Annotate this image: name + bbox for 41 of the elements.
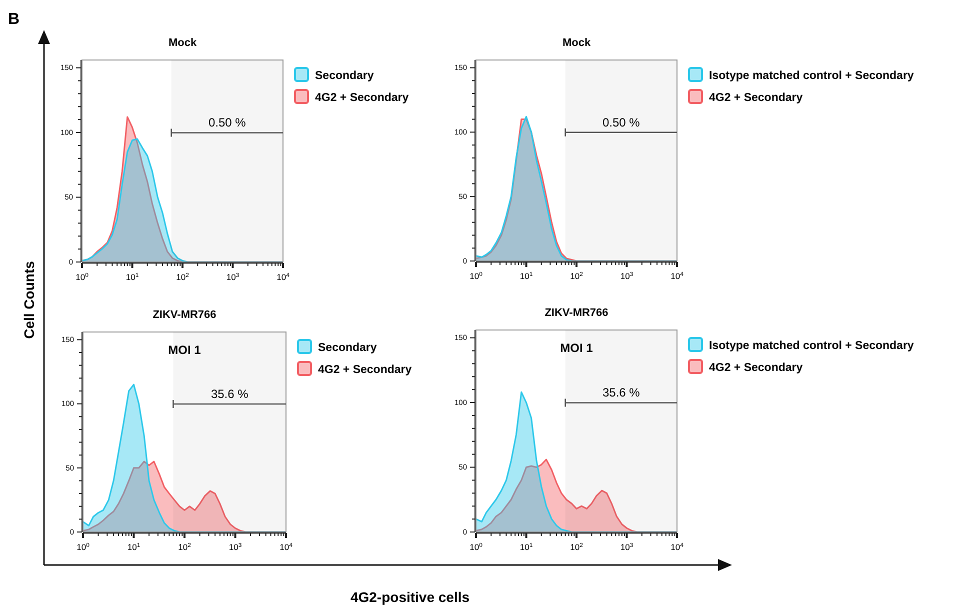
- x-tick-label: 10$^{4}$: [670, 542, 684, 552]
- legend-label: Secondary: [315, 70, 374, 82]
- x-tick-label: 10$^{3}$: [228, 542, 242, 552]
- x-tick-label: 10$^{1}$: [127, 542, 141, 552]
- band-label: 35.6 %: [210, 387, 249, 401]
- x-tick-label: 10$^{3}$: [620, 271, 634, 281]
- chart-title: ZIKV-MR766: [152, 309, 216, 321]
- chart-title: ZIKV-MR766: [544, 307, 608, 319]
- x-tick-label: 10$^{2}$: [178, 542, 191, 552]
- chart-title: Mock: [168, 37, 198, 49]
- x-tick-label: 10$^{2}$: [570, 542, 583, 552]
- band-label: 35.6 %: [602, 386, 640, 400]
- x-tick-label: 10$^{0}$: [470, 271, 484, 281]
- band-label: 0.50 %: [208, 116, 246, 130]
- x-tick-label: 10$^{3}$: [226, 272, 240, 282]
- x-tick-label: 10$^{3}$: [620, 542, 634, 552]
- x-tick-label: 10$^{1}$: [520, 542, 534, 552]
- x-tick-label: 10$^{0}$: [76, 272, 90, 282]
- legend-label: 4G2 + Secondary: [315, 92, 410, 104]
- text: MOI 1: [560, 341, 594, 355]
- y-axis-title: Cell Counts: [21, 260, 37, 339]
- legend-label: Isotype matched control + Secondary: [709, 340, 914, 352]
- x-tick-label: 10$^{4}$: [280, 542, 294, 552]
- legend-label: 4G2 + Secondary: [318, 364, 412, 376]
- x-tick-label: 10$^{0}$: [470, 542, 484, 552]
- legend-label: 4G2 + Secondary: [709, 92, 804, 104]
- x-tick-label: 10$^{2}$: [570, 271, 583, 281]
- legend-label: Secondary: [318, 342, 378, 354]
- band-label: 0.50 %: [602, 115, 640, 130]
- text: B: [8, 11, 20, 28]
- x-axis-title: 4G2-positive cells: [350, 589, 470, 605]
- x-tick-label: 10$^{0}$: [76, 542, 90, 552]
- x-tick-label: 10$^{1}$: [520, 271, 534, 281]
- x-tick-label: 10$^{1}$: [126, 272, 140, 282]
- x-tick-label: 10$^{2}$: [176, 272, 189, 282]
- legend-label: 4G2 + Secondary: [709, 362, 804, 374]
- text: MOI 1: [168, 343, 202, 357]
- legend-label: Isotype matched control + Secondary: [709, 70, 914, 82]
- chart-title: Mock: [562, 37, 592, 49]
- x-tick-label: 10$^{4}$: [670, 271, 684, 281]
- x-tick-label: 10$^{4}$: [276, 272, 290, 282]
